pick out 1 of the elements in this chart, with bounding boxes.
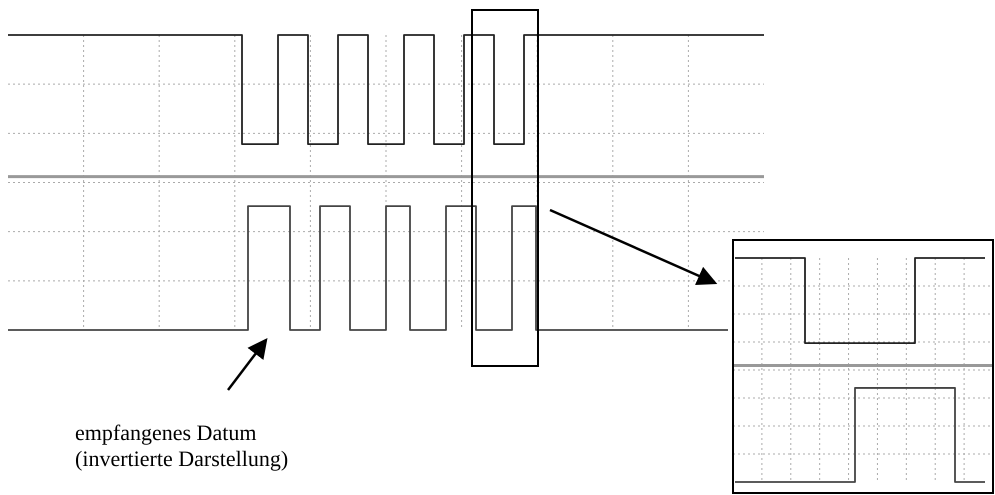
text: empfangenes Datum (invertierte Darstellung) xyxy=(75,420,288,471)
